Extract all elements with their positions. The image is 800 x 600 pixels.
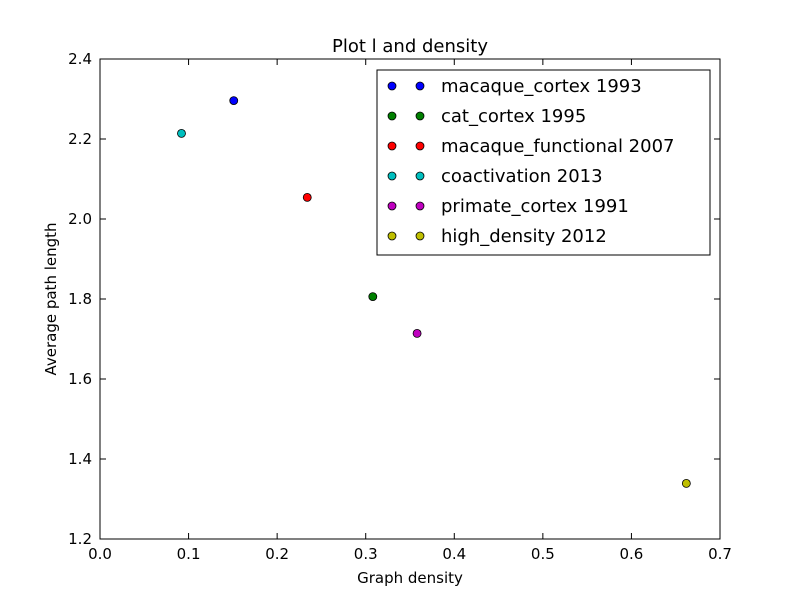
data-point-series-1: [368, 292, 378, 302]
legend-marker: [387, 201, 397, 211]
legend-entry-label: high_density 2012: [441, 226, 607, 247]
x-tick-label: 0.2: [265, 545, 289, 563]
x-axis-label: Graph density: [357, 569, 463, 587]
y-tick-label: 2.0: [68, 210, 92, 228]
legend-entry-label: macaque_cortex 1993: [441, 76, 642, 97]
legend-marker: [415, 81, 425, 91]
y-axis-label: Average path length: [42, 222, 60, 375]
x-tick-label: 0.0: [88, 545, 112, 563]
x-tick-label: 0.6: [619, 545, 643, 563]
legend-marker: [387, 111, 397, 121]
legend: macaque_cortex 1993 cat_cortex 1995 macaqu…: [376, 69, 711, 256]
x-tick-label: 0.7: [708, 545, 732, 563]
legend-marker: [387, 141, 397, 151]
y-tick-label: 1.4: [68, 450, 92, 468]
data-point-series-3: [177, 128, 186, 138]
y-tick-label: 1.6: [68, 370, 92, 388]
data-point-series-2: [302, 192, 312, 202]
legend-entry-label: primate_cortex 1991: [441, 196, 629, 217]
x-tick-label: 0.1: [177, 545, 201, 563]
legend-marker: [415, 171, 425, 181]
legend-marker: [415, 141, 425, 151]
legend-marker: [387, 81, 397, 91]
x-tick-label: 0.5: [531, 545, 555, 563]
y-tick-label: 2.4: [68, 50, 92, 68]
legend-marker: [415, 231, 425, 241]
data-point-series-0: [229, 96, 239, 105]
x-tick-label: 0.4: [442, 545, 466, 563]
legend-marker: [387, 231, 397, 241]
legend-entry-label: macaque_functional 2007: [441, 136, 675, 157]
legend-entry-label: coactivation 2013: [441, 166, 603, 187]
y-tick-label: 1.2: [68, 530, 92, 548]
y-tick-label: 1.8: [68, 290, 92, 308]
legend-marker: [387, 171, 397, 181]
legend-box: [376, 69, 711, 256]
chart-title: Plot l and density: [332, 36, 488, 57]
x-tick-label: 0.3: [354, 545, 378, 563]
data-point-series-5: [681, 478, 691, 488]
y-tick-label: 2.2: [68, 130, 92, 148]
legend-entry-label: cat_cortex 1995: [441, 106, 586, 127]
plot-area: 0.0 0.1 0.2 0.3 0.4 0.5 0.6 0.7 1.2 1.4 1.6 1.8 2.0 2…: [68, 50, 732, 563]
legend-marker: [415, 201, 425, 211]
data-point-series-4: [412, 328, 422, 338]
legend-marker: [415, 111, 425, 121]
